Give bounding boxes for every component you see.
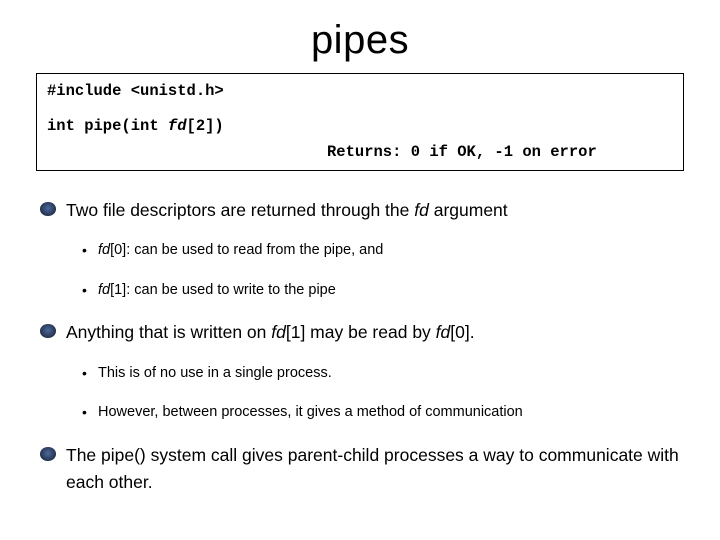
bullet-2-sublist: This is of no use in a single process. H… (66, 363, 684, 425)
bullet-2: Anything that is written on fd[1] may be… (40, 319, 684, 424)
code-signature: int pipe(int fd[2]) (47, 115, 673, 138)
bullet-1-sub-2: fd[1]: can be used to write to the pipe (82, 280, 684, 302)
b2-text-b: [1] may be read by (286, 322, 436, 342)
sig-suffix: [2]) (187, 117, 224, 135)
b2-text-c: [0]. (450, 322, 474, 342)
b1-fd: fd (414, 200, 429, 220)
b1s1-text: [0]: can be used to read from the pipe, … (110, 242, 383, 258)
code-include: #include <unistd.h> (47, 80, 673, 103)
b1s2-fd: fd (98, 282, 110, 298)
b1s1-fd: fd (98, 242, 110, 258)
bullet-1: Two file descriptors are returned throug… (40, 197, 684, 302)
slide-container: pipes #include <unistd.h> int pipe(int f… (0, 0, 720, 532)
b1-text-a: Two file descriptors are returned throug… (66, 200, 414, 220)
sig-prefix: int pipe(int (47, 117, 168, 135)
bullet-2-sub-2: However, between processes, it gives a m… (82, 402, 684, 424)
b2-fd1: fd (271, 322, 286, 342)
b1-text-b: argument (429, 200, 508, 220)
sig-fd: fd (168, 117, 187, 135)
code-box: #include <unistd.h> int pipe(int fd[2]) … (36, 73, 684, 171)
code-returns: Returns: 0 if OK, -1 on error (47, 141, 673, 164)
b2-text-a: Anything that is written on (66, 322, 271, 342)
b2-fd0: fd (436, 322, 451, 342)
slide-title: pipes (36, 18, 684, 63)
bullet-2-sub-1: This is of no use in a single process. (82, 363, 684, 385)
bullet-3: The pipe() system call gives parent-chil… (40, 442, 684, 496)
bullet-1-sublist: fd[0]: can be used to read from the pipe… (66, 240, 684, 302)
bullet-1-sub-1: fd[0]: can be used to read from the pipe… (82, 240, 684, 262)
b1s2-text: [1]: can be used to write to the pipe (110, 282, 336, 298)
bullet-list: Two file descriptors are returned throug… (36, 197, 684, 497)
